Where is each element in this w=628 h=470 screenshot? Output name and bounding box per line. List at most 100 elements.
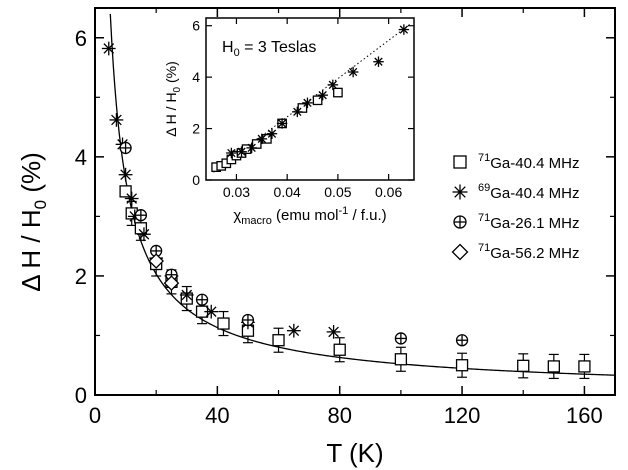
data-point-series-0 xyxy=(395,354,406,365)
legend-marker-0-shape xyxy=(454,156,466,168)
data-point-series-0 xyxy=(120,186,131,197)
x-tick-label: 40 xyxy=(205,403,229,428)
data-point-series-0 xyxy=(273,335,284,346)
data-point-series-0 xyxy=(334,344,345,355)
data-point-series-2 xyxy=(457,335,468,346)
data-point-series-2 xyxy=(395,333,406,344)
data-point-series-2 xyxy=(197,294,208,305)
inset-x-axis-title: χmacro (emu mol-1 / f.u.) xyxy=(233,205,386,227)
legend-label-2: 71Ga-26.1 MHz xyxy=(478,212,579,232)
data-point-series-0-shape xyxy=(579,361,590,372)
y-tick-label: 0 xyxy=(75,383,87,408)
inset-data-point-series-1 xyxy=(246,143,257,154)
inset-data-point-series-1 xyxy=(257,134,268,145)
data-point-series-1 xyxy=(287,324,301,338)
data-point-series-0-shape xyxy=(135,223,146,234)
inset-y-tick-label: 2 xyxy=(192,121,200,137)
inset-data-point-series-1 xyxy=(317,90,328,101)
legend-label-isotope: 71 xyxy=(478,152,490,164)
data-point-series-2 xyxy=(242,314,253,325)
legend-label-isotope: 71 xyxy=(478,212,490,224)
y-axis-title-unit: (%) xyxy=(16,152,46,200)
inset-data-point-series-1 xyxy=(267,128,278,139)
legend-marker-1 xyxy=(453,185,468,200)
legend-label-text: Ga-40.4 MHz xyxy=(490,155,579,172)
data-point-series-0-shape xyxy=(395,354,406,365)
y-tick-label: 6 xyxy=(75,26,87,51)
inset-data-point-series-1 xyxy=(348,67,359,78)
inset-data-point-series-1 xyxy=(302,98,313,109)
x-tick-label: 80 xyxy=(327,403,351,428)
data-point-series-1 xyxy=(327,325,341,339)
inset-x-axis-unit-end: / f.u.) xyxy=(348,207,386,224)
inset-y-axis-main: Δ H / H xyxy=(163,92,179,136)
data-point-series-0 xyxy=(135,223,146,234)
inset-data-point-series-1 xyxy=(277,118,288,129)
data-point-series-0 xyxy=(218,318,229,329)
data-point-series-0-shape xyxy=(334,344,345,355)
inset-y-tick-label: 6 xyxy=(192,18,200,34)
legend-marker-0 xyxy=(454,156,466,168)
data-point-series-0-shape xyxy=(518,360,529,371)
data-point-series-0 xyxy=(518,360,529,371)
inset-annotation-h: H xyxy=(222,39,234,56)
inset-y-axis-unit: (%) xyxy=(163,61,179,87)
data-point-series-1 xyxy=(102,42,116,56)
inset-x-tick-label: 0.06 xyxy=(375,184,402,200)
legend-label-3: 71Ga-56.2 MHz xyxy=(478,242,579,262)
inset-annotation-value: = 3 Teslas xyxy=(240,39,317,56)
data-point-series-0 xyxy=(548,361,559,372)
y-axis-title-main: Δ H / H xyxy=(16,209,46,291)
inset-data-point-series-1 xyxy=(292,107,303,118)
inset-data-point-series-0-shape xyxy=(334,88,342,96)
inset-y-axis-title: Δ H / H0 (%) xyxy=(163,61,183,137)
data-point-series-0-shape xyxy=(457,360,468,371)
inset-y-tick-label: 4 xyxy=(192,69,200,85)
legend-marker-2 xyxy=(454,216,466,228)
legend-label-text: Ga-56.2 MHz xyxy=(490,245,579,262)
inset-data-point-series-1 xyxy=(226,148,237,159)
data-point-series-1 xyxy=(180,288,194,302)
inset-data-point-series-0 xyxy=(334,88,342,96)
data-point-series-2 xyxy=(135,210,146,221)
inset-x-axis-unit: (emu mol xyxy=(272,207,339,224)
data-point-series-0-shape xyxy=(120,186,131,197)
data-point-series-2 xyxy=(120,142,131,153)
data-point-series-1 xyxy=(137,227,151,241)
x-axis-title: T (K) xyxy=(326,438,383,468)
legend-label-0: 71Ga-40.4 MHz xyxy=(478,152,579,172)
data-point-series-0-shape xyxy=(218,318,229,329)
legend-label-1: 69Ga-40.4 MHz xyxy=(478,182,579,202)
inset-data-point-series-1 xyxy=(399,24,410,35)
inset-x-axis-subscript: macro xyxy=(241,215,272,227)
inset-y-tick-label: 0 xyxy=(192,172,200,188)
data-point-series-1 xyxy=(204,305,218,319)
data-point-series-0-shape xyxy=(273,335,284,346)
y-axis-title: Δ H / H0 (%) xyxy=(16,152,50,292)
y-tick-label: 2 xyxy=(75,264,87,289)
legend-label-isotope: 71 xyxy=(478,242,490,254)
inset-x-tick-label: 0.04 xyxy=(274,184,301,200)
inset-x-tick-label: 0.03 xyxy=(223,184,250,200)
data-point-series-0 xyxy=(457,360,468,371)
legend-marker-3 xyxy=(453,245,468,260)
legend-label-text: Ga-40.4 MHz xyxy=(490,185,579,202)
legend-marker-3-shape xyxy=(453,245,468,260)
x-tick-label: 0 xyxy=(89,403,101,428)
inset-x-axis-superscript: -1 xyxy=(339,205,349,217)
x-tick-label: 120 xyxy=(444,403,481,428)
inset-x-tick-label: 0.05 xyxy=(324,184,351,200)
legend-label-text: Ga-26.1 MHz xyxy=(490,215,579,232)
inset-data-point-series-1 xyxy=(373,56,384,67)
data-point-series-1 xyxy=(110,113,124,127)
data-point-series-0 xyxy=(579,361,590,372)
x-tick-label: 160 xyxy=(566,403,603,428)
y-tick-label: 4 xyxy=(75,145,87,170)
inset-data-point-series-1 xyxy=(236,146,247,157)
inset-data-point-series-1 xyxy=(328,80,339,91)
legend-label-isotope: 69 xyxy=(478,182,490,194)
data-point-series-1 xyxy=(125,192,139,206)
data-point-series-0-shape xyxy=(548,361,559,372)
